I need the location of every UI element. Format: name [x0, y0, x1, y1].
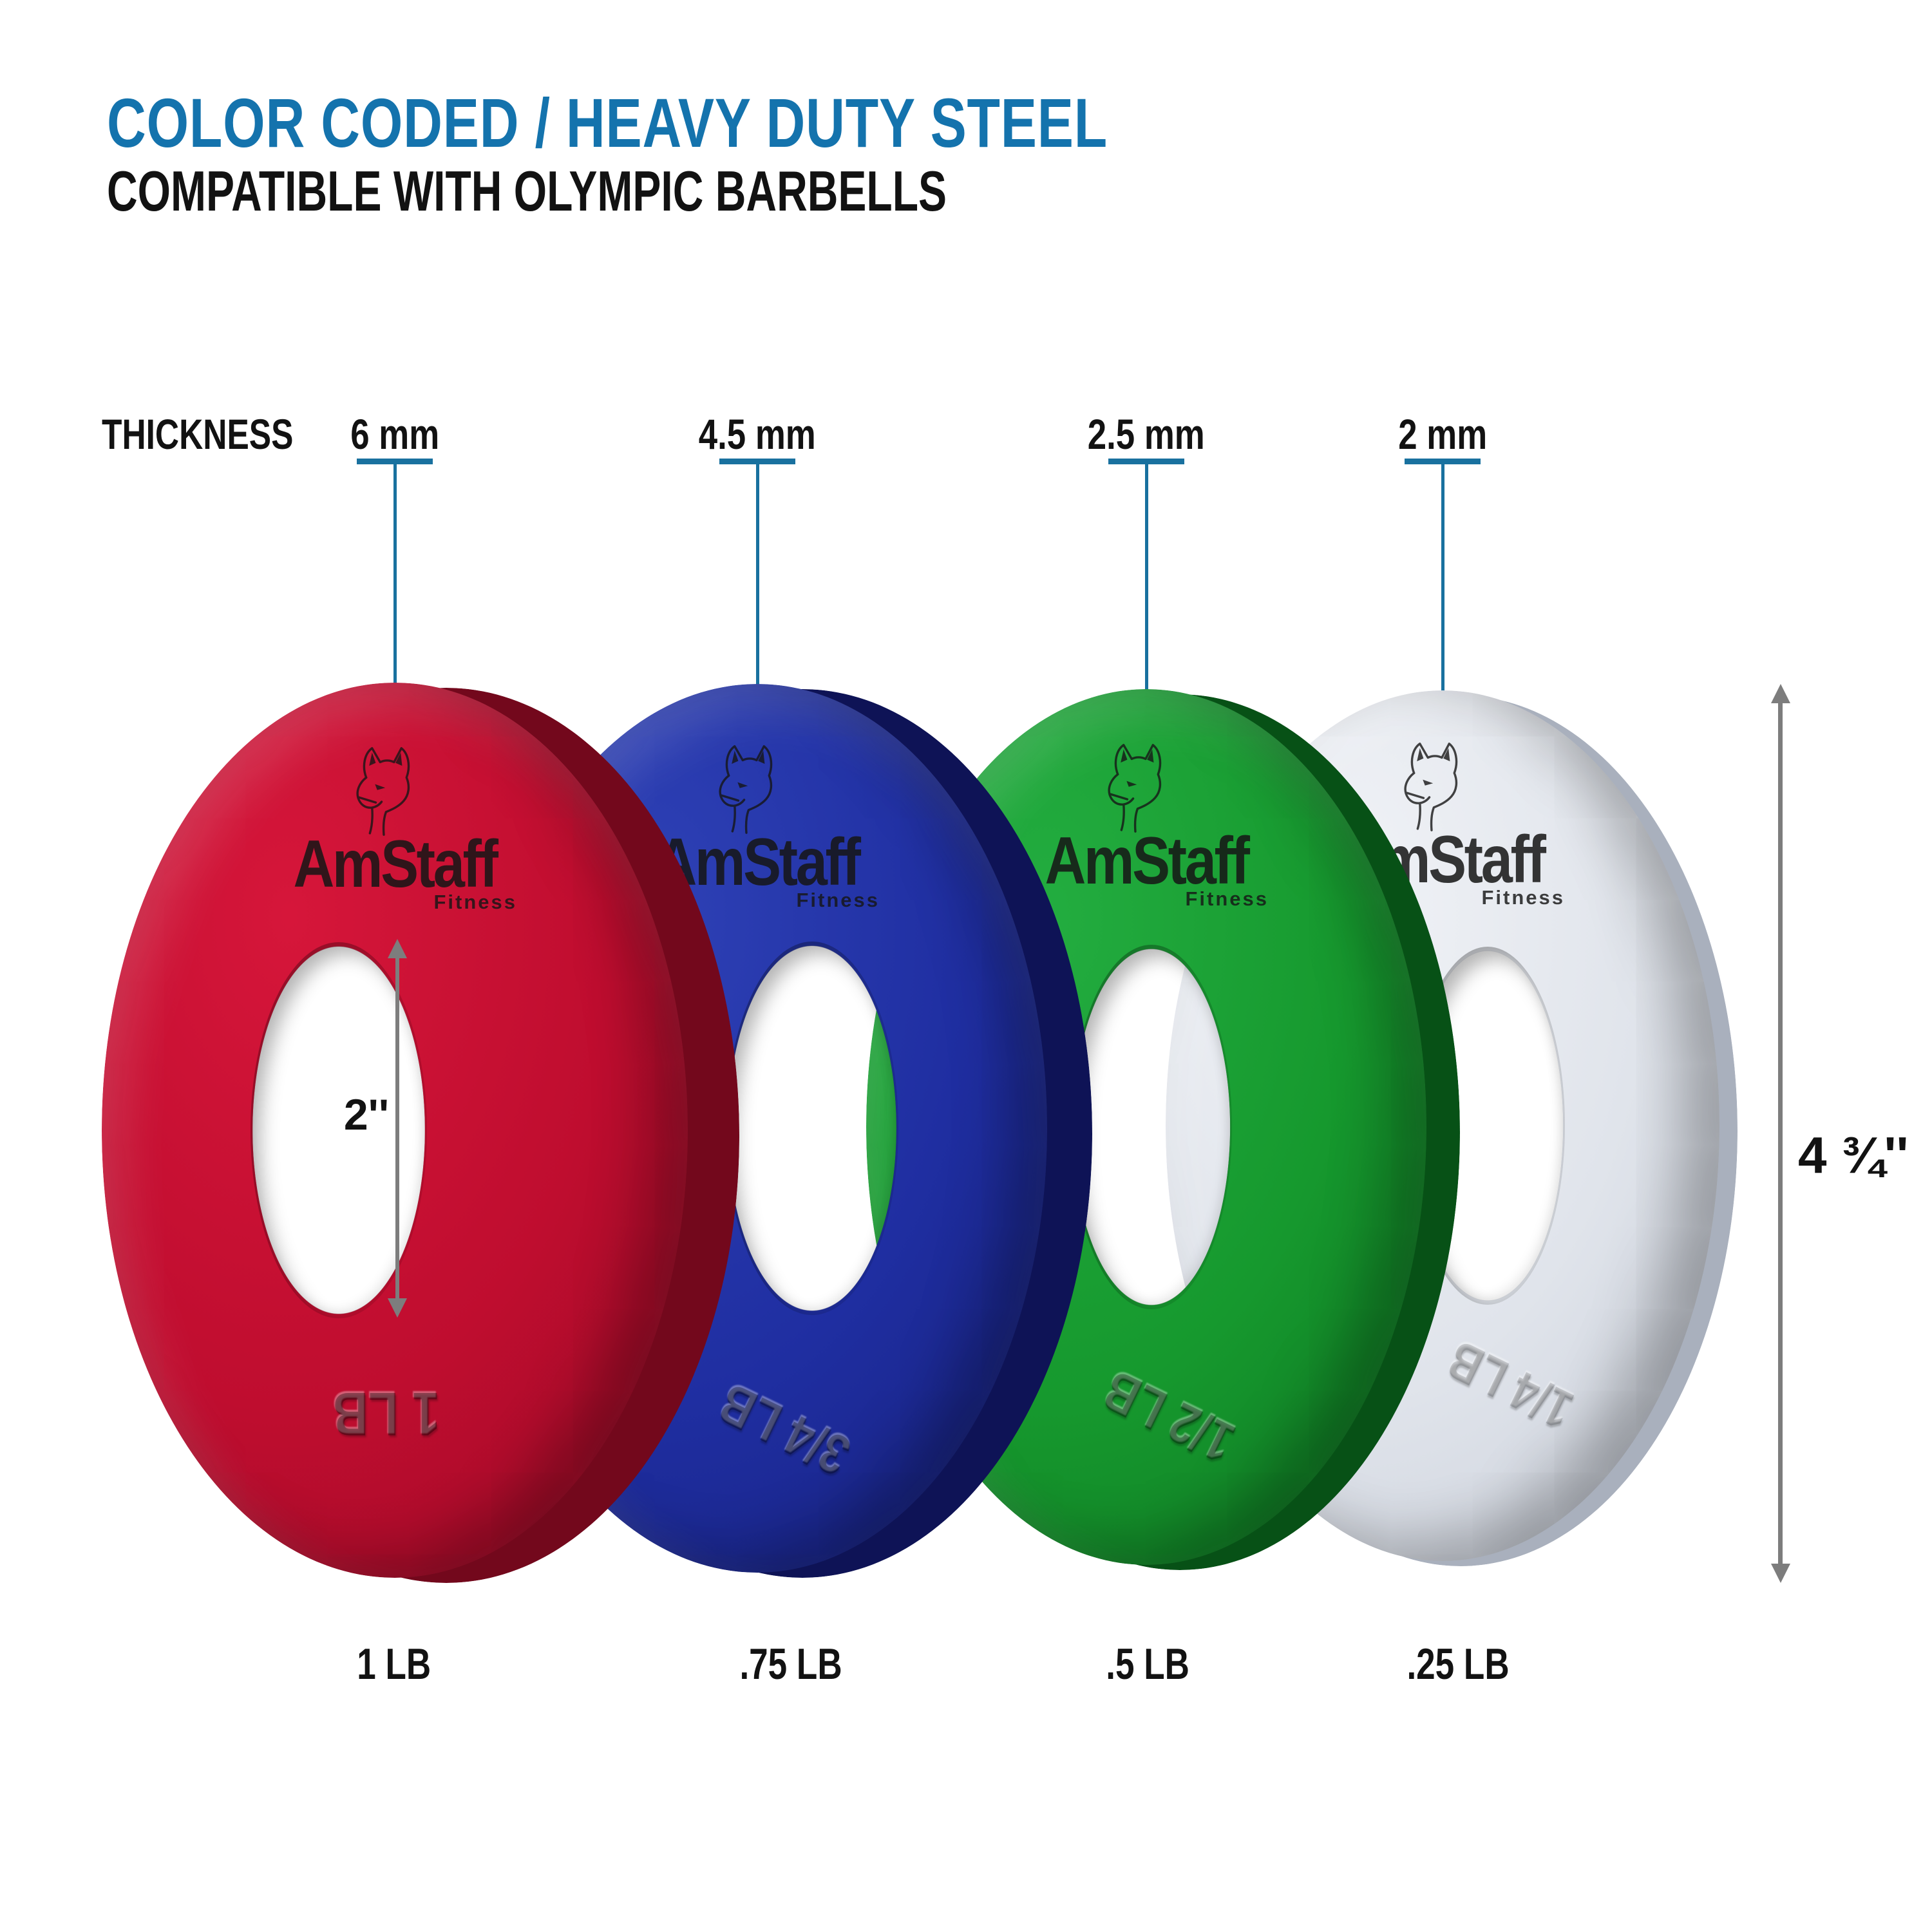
thickness-value-text: 4.5 mm	[699, 410, 816, 458]
brand-sub-label: Fitness	[1185, 887, 1269, 910]
brand-name: AmStaff	[293, 827, 498, 902]
arrow-shaft	[395, 954, 399, 1302]
plate-hole	[726, 942, 898, 1315]
weight-label-text: .5 LB	[1106, 1640, 1189, 1689]
page-title: COLOR CODED / HEAVY DUTY STEEL	[107, 84, 1108, 162]
arrow-up-icon	[1771, 684, 1790, 703]
inner-diameter-label: 2''	[343, 1090, 389, 1139]
weight-label: 1 LB	[265, 1639, 523, 1689]
thickness-value-label: 2 mm	[1346, 410, 1539, 459]
thickness-label: THICKNESS	[102, 410, 294, 458]
weight-label: .75 LB	[662, 1639, 920, 1689]
amstaff-dog-logo-icon	[1092, 741, 1169, 839]
thickness-leader-line	[756, 459, 759, 698]
arrow-down-icon	[388, 1298, 407, 1318]
thickness-value-label: 4.5 mm	[661, 410, 854, 459]
brand-name: AmStaff	[1045, 824, 1249, 898]
brand-sub-label: Fitness	[433, 891, 517, 913]
thickness-value-label: 2.5 mm	[1050, 410, 1243, 459]
amstaff-dog-logo-icon	[1388, 739, 1465, 838]
weight-label: .25 LB	[1329, 1639, 1587, 1689]
thickness-value-text: 2.5 mm	[1088, 410, 1205, 458]
arrow-shaft	[1778, 701, 1783, 1567]
thickness-value-label: 6 mm	[298, 410, 491, 459]
plate-face	[102, 683, 688, 1578]
thickness-value-text: 6 mm	[350, 410, 439, 458]
weight-label-text: .25 LB	[1406, 1640, 1510, 1689]
arrow-down-icon	[1771, 1564, 1790, 1583]
weight-label: .5 LB	[1019, 1639, 1276, 1689]
thickness-leader-line	[1145, 459, 1148, 703]
weight-label-text: .75 LB	[739, 1640, 842, 1689]
brand-sub-label: Fitness	[1481, 886, 1565, 909]
page-subtitle: COMPATIBLE WITH OLYMPIC BARBELLS	[107, 159, 947, 223]
outer-diameter-label: 4 ¾''	[1798, 1126, 1909, 1184]
amstaff-dog-logo-icon	[703, 742, 780, 840]
engraved-weight: 1 LB	[332, 1379, 440, 1448]
brand-sub-label: Fitness	[796, 889, 880, 911]
amstaff-dog-logo-icon	[340, 744, 417, 842]
plate-hole	[1071, 945, 1232, 1309]
thickness-value-text: 2 mm	[1398, 410, 1487, 458]
weight-label-text: 1 LB	[357, 1640, 431, 1689]
thickness-leader-line	[1441, 459, 1444, 705]
thickness-leader-line	[393, 459, 397, 697]
